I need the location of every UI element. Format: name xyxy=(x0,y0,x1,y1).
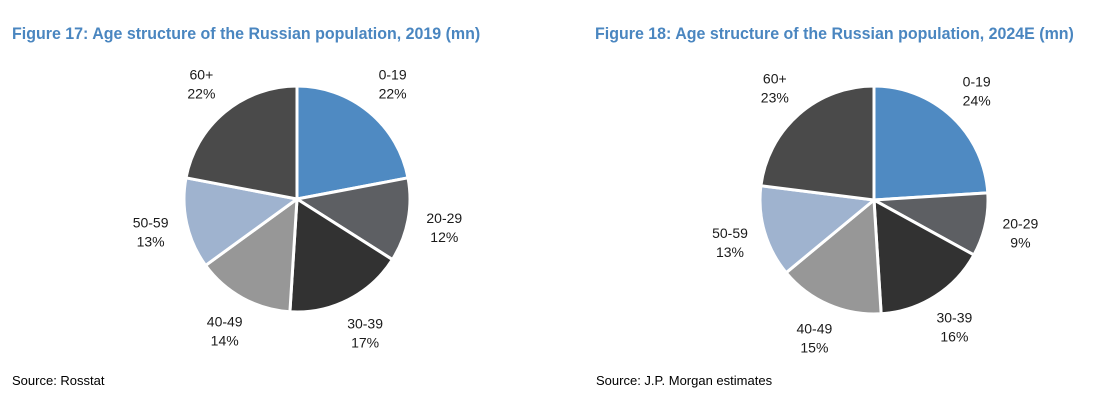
slice-category-label: 20-29 xyxy=(1002,216,1038,232)
slice-value-label: 9% xyxy=(1010,235,1030,251)
pie-slice-30-39 xyxy=(288,197,394,314)
slice-value-label: 17% xyxy=(351,335,379,351)
slice-label-20-29: 20-29 12% xyxy=(426,210,462,245)
pie-chart: 0-19 24% 20-29 9% 30-39 16% 40-49 15% 50-59 13% 60… xyxy=(712,71,1038,356)
slice-label-60-plus: 60+ 23% xyxy=(761,71,789,106)
slice-category-label: 30-39 xyxy=(936,310,972,326)
slice-value-label: 22% xyxy=(379,85,407,101)
slice-value-label: 12% xyxy=(430,229,458,245)
pie-slice-30-39 xyxy=(872,198,976,316)
slice-label-40-49: 40-49 14% xyxy=(207,313,243,348)
slice-label-20-29: 20-29 9% xyxy=(1002,216,1038,251)
pie-slice-50-59 xyxy=(182,176,299,267)
slice-label-0-19: 0-19 22% xyxy=(379,66,407,101)
slice-label-30-39: 30-39 16% xyxy=(936,310,972,345)
slice-category-label: 40-49 xyxy=(207,313,243,329)
slice-value-label: 13% xyxy=(137,234,165,250)
slice-value-label: 15% xyxy=(800,340,828,356)
slice-label-50-59: 50-59 13% xyxy=(133,215,169,250)
chart-source: Source: J.P. Morgan estimates xyxy=(596,373,773,388)
slice-category-label: 0-19 xyxy=(963,74,991,90)
slice-value-label: 16% xyxy=(940,329,968,345)
pie-slice-60-plus xyxy=(184,84,299,201)
pie-slice-40-49 xyxy=(784,198,883,316)
pie-slice-0-19 xyxy=(872,84,990,202)
slice-category-label: 0-19 xyxy=(379,66,407,82)
slice-label-0-19: 0-19 24% xyxy=(963,74,991,109)
slice-category-label: 60+ xyxy=(190,66,214,82)
slice-category-label: 30-39 xyxy=(347,316,383,332)
slice-label-40-49: 40-49 15% xyxy=(796,321,832,356)
slice-value-label: 13% xyxy=(716,244,744,260)
pie-slice-50-59 xyxy=(758,184,876,275)
slice-label-50-59: 50-59 13% xyxy=(712,225,748,260)
slice-category-label: 50-59 xyxy=(712,225,748,241)
slice-category-label: 20-29 xyxy=(426,210,462,226)
pie-slice-60-plus xyxy=(759,84,876,202)
chart-source: Source: Rosstat xyxy=(12,373,105,388)
figure-18: Figure 18: Age structure of the Russian … xyxy=(580,0,1114,404)
slice-value-label: 22% xyxy=(187,85,215,101)
slice-value-label: 14% xyxy=(211,332,239,348)
chart-title: Figure 17: Age structure of the Russian … xyxy=(12,24,481,43)
pie-slice-40-49 xyxy=(204,197,299,314)
pie-chart: 0-19 22% 20-29 12% 30-39 17% 40-49 14% 50-59 13% 6… xyxy=(133,66,463,351)
figure-17: Figure 17: Age structure of the Russian … xyxy=(12,24,481,388)
pie-slice-20-29 xyxy=(295,176,412,262)
slice-label-30-39: 30-39 17% xyxy=(347,316,383,351)
slice-value-label: 24% xyxy=(963,93,991,109)
chart-title: Figure 18: Age structure of the Russian … xyxy=(595,24,1074,43)
slice-category-label: 40-49 xyxy=(796,321,832,337)
slice-category-label: 50-59 xyxy=(133,215,169,231)
pie-slice-0-19 xyxy=(295,84,410,201)
slice-category-label: 60+ xyxy=(763,71,787,87)
slice-label-60-plus: 60+ 22% xyxy=(187,66,215,101)
slice-value-label: 23% xyxy=(761,90,789,106)
